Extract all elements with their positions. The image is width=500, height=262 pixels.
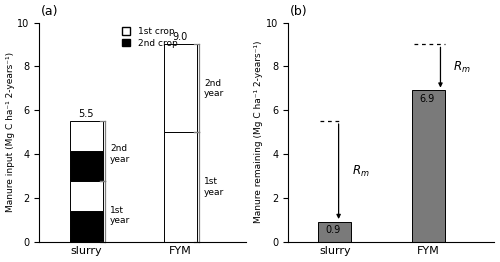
Y-axis label: Manure input (Mg C ha⁻¹ 2-years⁻¹): Manure input (Mg C ha⁻¹ 2-years⁻¹)	[6, 52, 15, 212]
Bar	[70, 151, 102, 181]
Bar	[70, 121, 102, 151]
Text: (a): (a)	[41, 5, 58, 18]
Text: 9.0: 9.0	[172, 32, 188, 42]
Text: $R_m$: $R_m$	[352, 164, 370, 179]
Text: 6.9: 6.9	[419, 94, 434, 104]
Bar	[412, 90, 445, 242]
Bar	[164, 132, 196, 242]
Bar	[318, 222, 352, 242]
Y-axis label: Manure remaining (Mg C ha⁻¹ 2-years⁻¹): Manure remaining (Mg C ha⁻¹ 2-years⁻¹)	[254, 41, 263, 223]
Text: 2nd
year: 2nd year	[110, 144, 130, 164]
Legend: 1st crop, 2nd crop: 1st crop, 2nd crop	[122, 27, 178, 48]
Text: $R_m$: $R_m$	[452, 60, 470, 75]
Text: 2nd
year: 2nd year	[204, 79, 225, 98]
Bar	[70, 181, 102, 211]
Text: 5.5: 5.5	[78, 109, 94, 119]
Text: 1st
year: 1st year	[204, 177, 225, 196]
Text: 1st
year: 1st year	[110, 206, 130, 225]
Text: 0.9: 0.9	[326, 225, 340, 235]
Text: (b): (b)	[290, 5, 308, 18]
Bar	[70, 211, 102, 242]
Bar	[164, 45, 196, 132]
